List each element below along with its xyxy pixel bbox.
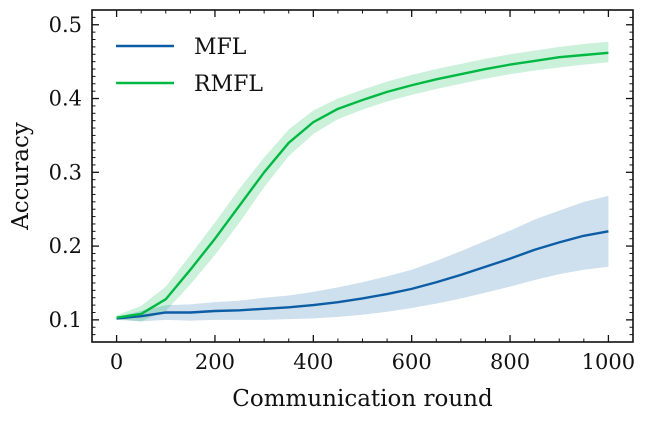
legend: MFL RMFL [116, 35, 263, 97]
band-rmfl [116, 41, 609, 322]
confidence-bands [116, 41, 609, 322]
x-axis-label: Communication round [232, 386, 493, 412]
y-tick-label-0.4: 0.4 [49, 87, 82, 111]
x-tick-label-0: 0 [110, 350, 123, 374]
y-tick-label-0.5: 0.5 [49, 13, 82, 37]
legend-label-rmfl: RMFL [194, 72, 263, 97]
x-tick-label-200: 200 [195, 350, 235, 374]
tick-labels: 0 200 400 600 800 1000 0.1 0.2 0.3 0.4 0.5 [49, 13, 636, 374]
x-tick-label-600: 600 [392, 350, 432, 374]
x-tick-label-400: 400 [293, 350, 333, 374]
x-tick-label-800: 800 [490, 350, 530, 374]
x-tick-label-1000: 1000 [582, 350, 635, 374]
y-tick-label-0.3: 0.3 [49, 160, 82, 184]
y-axis-label: Accuracy [8, 122, 34, 231]
axis-ticks [92, 10, 633, 342]
y-tick-label-0.2: 0.2 [49, 234, 82, 258]
legend-label-mfl: MFL [194, 35, 247, 60]
y-tick-label-0.1: 0.1 [49, 308, 82, 332]
band-mfl [116, 195, 609, 322]
series-lines [116, 51, 609, 320]
